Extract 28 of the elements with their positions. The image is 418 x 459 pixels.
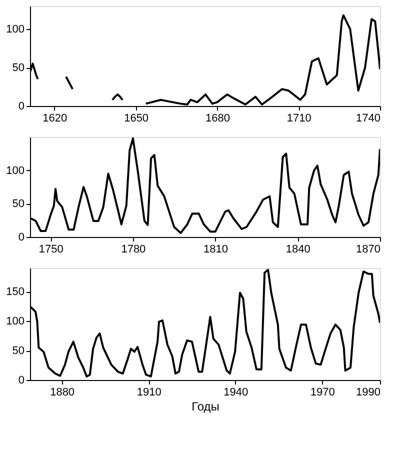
y-tick-label: 100	[6, 24, 24, 36]
x-tick-label: 1740	[356, 112, 380, 124]
x-tick-label: 1710	[286, 112, 312, 124]
y-tick-label: 0	[18, 374, 24, 386]
x-tick-label: 1810	[204, 244, 228, 256]
y-tick-label: 100	[6, 164, 24, 177]
x-tick-label: 1750	[38, 244, 64, 256]
y-tick-label: 50	[12, 62, 24, 74]
line-series	[30, 268, 380, 378]
y-tick-label: 50	[12, 198, 24, 210]
x-tick-label: 1910	[136, 386, 162, 398]
y-tick-label: 150	[6, 286, 24, 298]
x-tick-label: 1990	[356, 386, 380, 398]
line-series	[30, 137, 380, 234]
y-tick-label: 0	[18, 232, 24, 244]
x-tick-label: 1780	[121, 244, 146, 256]
x-tick-label: 1680	[205, 112, 230, 124]
x-tick-label: 1970	[310, 386, 335, 398]
y-tick-label: 0	[18, 100, 24, 112]
x-tick-label: 1650	[124, 112, 149, 124]
y-tick-label: 100	[6, 316, 24, 328]
x-axis-title: Годы	[192, 400, 220, 414]
x-tick-label: 1940	[224, 386, 248, 398]
x-tick-label: 1870	[356, 244, 380, 256]
x-tick-label: 1880	[50, 386, 75, 398]
x-tick-label: 1840	[286, 244, 310, 256]
y-tick-label: 50	[12, 345, 24, 358]
x-tick-label: 1620	[42, 112, 68, 124]
